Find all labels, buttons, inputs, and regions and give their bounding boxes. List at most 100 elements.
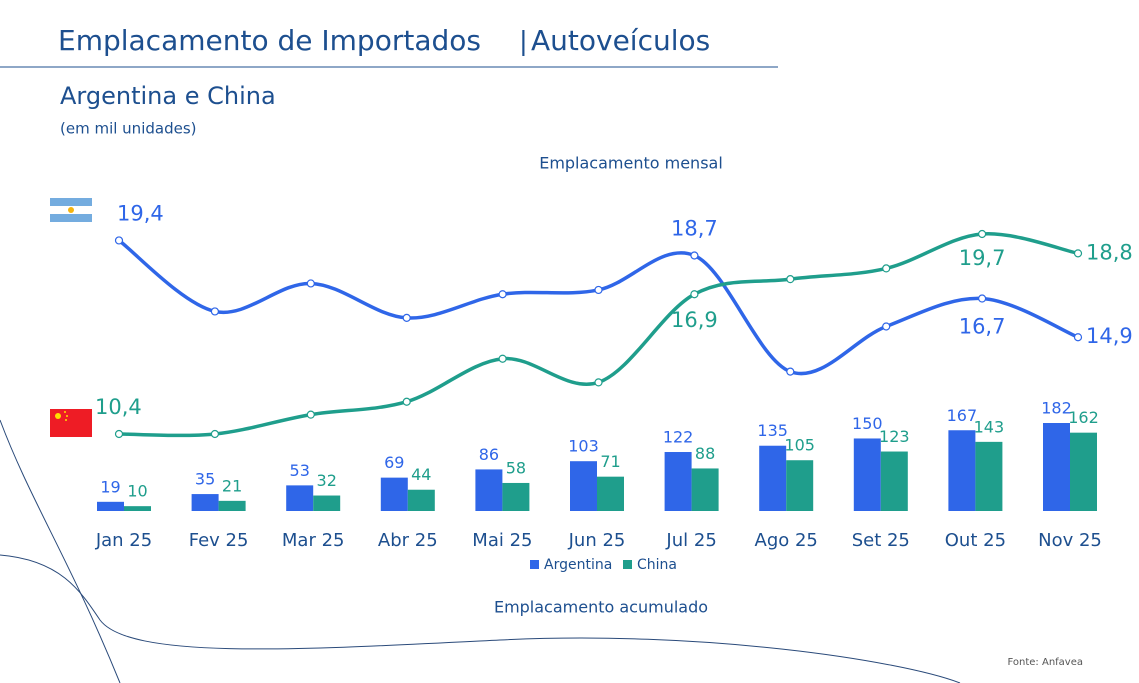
bar — [759, 445, 787, 511]
legend-swatch — [623, 560, 632, 569]
data-label: 53 — [290, 461, 310, 480]
data-label: 167 — [947, 406, 978, 425]
data-label: 105 — [784, 436, 815, 455]
bar — [853, 438, 881, 511]
data-label: 14,9 — [1086, 324, 1133, 348]
data-label: 122 — [663, 428, 694, 447]
bar — [948, 430, 976, 511]
line — [117, 239, 1079, 376]
subtitle: Argentina e China — [60, 82, 276, 110]
point — [498, 290, 507, 299]
bar — [380, 477, 408, 511]
point — [1073, 249, 1083, 258]
title-2: Autoveículos — [531, 24, 710, 57]
point — [690, 290, 699, 299]
point — [690, 251, 699, 260]
data-label: 123 — [879, 427, 910, 446]
data-label: 35 — [195, 470, 215, 489]
separator: | — [519, 27, 528, 57]
point — [786, 367, 795, 376]
data-label: 86 — [479, 445, 499, 464]
data-label: 19,4 — [117, 201, 164, 225]
data-label: 19,7 — [959, 246, 1006, 270]
x-tick-label: Mai 25 — [472, 530, 532, 551]
point — [114, 236, 124, 245]
bar — [124, 506, 151, 511]
data-label: 71 — [600, 452, 620, 471]
x-tick-label: Out 25 — [945, 530, 1006, 551]
bar — [570, 461, 597, 511]
data-label: 58 — [506, 458, 526, 477]
bar — [691, 468, 719, 511]
point — [210, 429, 219, 439]
point — [402, 313, 411, 322]
bar-title: Emplacamento acumulado — [494, 598, 708, 617]
point — [977, 294, 987, 303]
point — [882, 264, 891, 273]
x-tick-label: Jan 25 — [95, 530, 152, 551]
bar — [786, 460, 814, 511]
point — [114, 429, 124, 439]
point — [882, 322, 891, 331]
line-title: Emplacamento mensal — [539, 154, 723, 173]
point — [1073, 333, 1083, 342]
bar — [1070, 432, 1097, 511]
bar — [597, 476, 624, 511]
data-label: 69 — [384, 453, 404, 472]
data-label: 32 — [317, 471, 337, 490]
data-label: 103 — [568, 437, 599, 456]
decoration — [0, 419, 121, 683]
point — [210, 307, 219, 316]
point — [498, 354, 507, 363]
data-label: 16,9 — [671, 308, 718, 332]
bar — [97, 501, 124, 511]
x-tick-label: Mar 25 — [282, 530, 345, 551]
data-label: 10,4 — [95, 395, 142, 419]
bar — [191, 494, 219, 511]
bar — [502, 482, 530, 511]
bar — [407, 489, 435, 511]
bar — [880, 451, 908, 511]
data-label: 88 — [695, 444, 715, 463]
data-label: 10 — [127, 482, 147, 501]
source: Fonte: Anfavea — [1008, 657, 1084, 668]
data-label: 16,7 — [959, 315, 1006, 339]
title: Emplacamento de Importados — [58, 24, 481, 57]
point — [977, 229, 987, 239]
data-label: 18,7 — [671, 217, 718, 241]
point — [786, 275, 795, 284]
legend-swatch — [530, 560, 539, 569]
data-label: 44 — [411, 465, 431, 484]
bar — [975, 441, 1003, 511]
point — [306, 279, 315, 288]
bar — [1043, 423, 1070, 511]
x-tick-label: Fev 25 — [189, 530, 249, 551]
data-label: 150 — [852, 414, 883, 433]
data-label: 19 — [100, 477, 120, 496]
unit: (em mil unidades) — [60, 120, 197, 138]
point — [306, 410, 315, 419]
bar — [218, 500, 246, 511]
flag-china — [50, 409, 92, 437]
data-label: 21 — [222, 476, 242, 495]
data-label: 162 — [1068, 408, 1099, 427]
data-label: 18,8 — [1086, 240, 1133, 264]
legend-label: Argentina — [544, 557, 612, 573]
bar — [286, 485, 314, 511]
point — [402, 397, 411, 406]
x-tick-label: Set 25 — [852, 530, 910, 551]
data-label: 135 — [757, 421, 788, 440]
bar — [475, 469, 503, 511]
point — [594, 378, 603, 387]
x-tick-label: Jun 25 — [568, 530, 626, 551]
data-label: 182 — [1041, 399, 1072, 418]
x-tick-label: Jul 25 — [665, 530, 716, 551]
point — [594, 285, 603, 295]
bar — [664, 452, 692, 511]
flag-argentina — [50, 198, 92, 222]
line — [118, 232, 1079, 438]
x-tick-label: Nov 25 — [1038, 530, 1102, 551]
data-label: 143 — [974, 417, 1005, 436]
x-tick-label: Ago 25 — [755, 530, 818, 551]
